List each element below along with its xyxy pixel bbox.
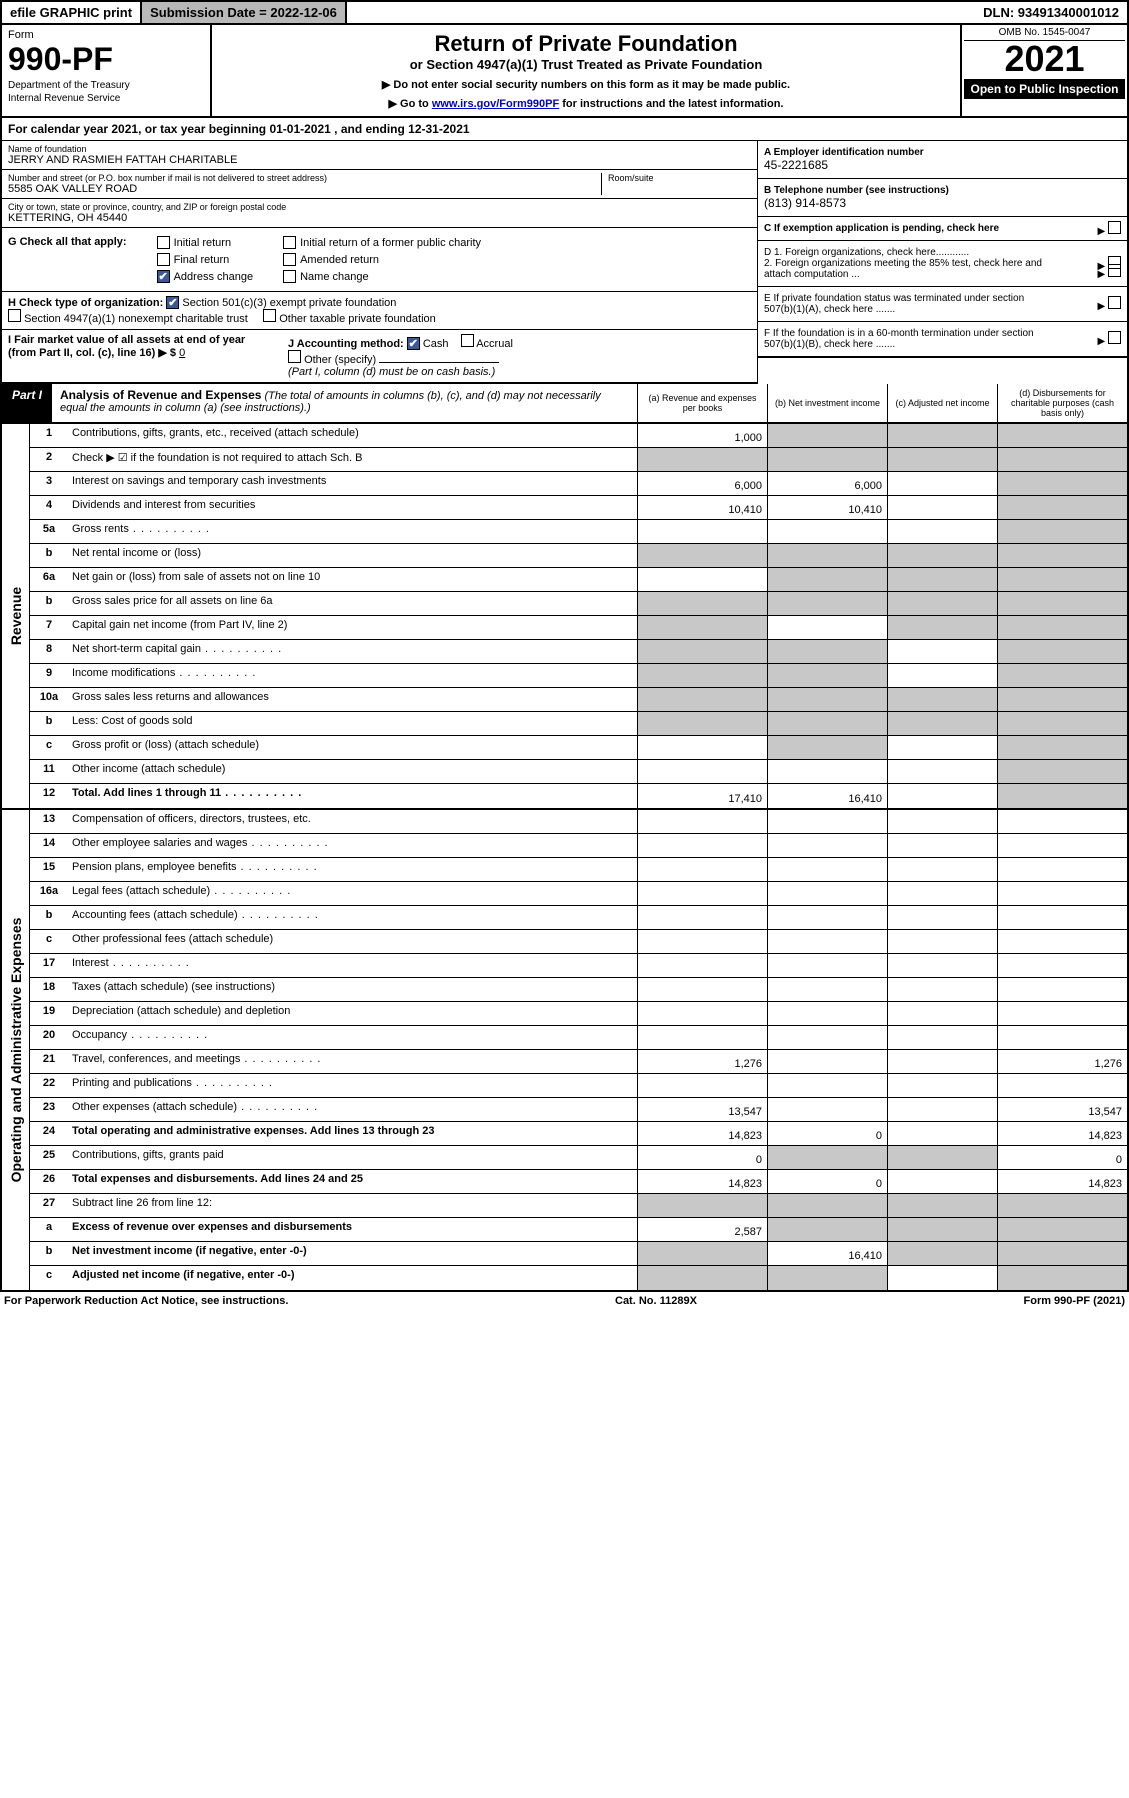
checkbox-cash[interactable]: ✔	[407, 337, 420, 350]
checkbox-f[interactable]	[1108, 331, 1121, 344]
checkbox-other-method[interactable]	[288, 350, 301, 363]
phone-value: (813) 914-8573	[764, 196, 846, 210]
checkbox-name-change[interactable]	[283, 270, 296, 283]
efile-label[interactable]: efile GRAPHIC print	[2, 2, 142, 23]
d2-text: 2. Foreign organizations meeting the 85%…	[764, 258, 1044, 280]
form-subtitle: or Section 4947(a)(1) Trust Treated as P…	[218, 57, 954, 72]
city-state-zip: KETTERING, OH 45440	[8, 212, 751, 224]
inst-link-row: ▶ Go to www.irs.gov/Form990PF for instru…	[218, 97, 954, 110]
form-ref: Form 990-PF (2021)	[1024, 1295, 1125, 1307]
tax-year: 2021	[964, 41, 1125, 77]
irs-link[interactable]: www.irs.gov/Form990PF	[432, 98, 559, 110]
page-footer: For Paperwork Reduction Act Notice, see …	[0, 1292, 1129, 1310]
cat-number: Cat. No. 11289X	[615, 1295, 697, 1307]
addr-label: Number and street (or P.O. box number if…	[8, 173, 601, 183]
checkbox-final[interactable]	[157, 253, 170, 266]
checkbox-initial-former[interactable]	[283, 236, 296, 249]
ein-label: A Employer identification number	[764, 147, 924, 158]
open-public-badge: Open to Public Inspection	[964, 79, 1125, 99]
foundation-name: JERRY AND RASMIEH FATTAH CHARITABLE	[8, 154, 751, 166]
col-d-header: (d) Disbursements for charitable purpose…	[997, 384, 1127, 422]
checkbox-d2[interactable]	[1108, 264, 1121, 277]
ein-value: 45-2221685	[764, 158, 828, 172]
part1-badge: Part I	[2, 384, 52, 422]
calendar-year-row: For calendar year 2021, or tax year begi…	[0, 118, 1129, 141]
checkbox-4947[interactable]	[8, 309, 21, 322]
name-label: Name of foundation	[8, 144, 751, 154]
form-header: Form 990-PF Department of the Treasury I…	[0, 25, 1129, 118]
checkbox-accrual[interactable]	[461, 334, 474, 347]
entity-info: Name of foundation JERRY AND RASMIEH FAT…	[0, 141, 1129, 384]
checkbox-address[interactable]: ✔	[157, 270, 170, 283]
revenue-section: Revenue 1Contributions, gifts, grants, e…	[0, 424, 1129, 810]
top-bar: efile GRAPHIC print Submission Date = 20…	[0, 0, 1129, 25]
expenses-section: Operating and Administrative Expenses 13…	[0, 810, 1129, 1292]
d1-text: D 1. Foreign organizations, check here..…	[764, 247, 969, 258]
checkbox-other-taxable[interactable]	[263, 309, 276, 322]
fmv-value: 0	[179, 347, 185, 359]
checkbox-501c3[interactable]: ✔	[166, 296, 179, 309]
submission-date: Submission Date = 2022-12-06	[142, 2, 347, 23]
inst-ssn: ▶ Do not enter social security numbers o…	[218, 78, 954, 91]
revenue-side-label: Revenue	[8, 587, 24, 645]
section-ij: I Fair market value of all assets at end…	[2, 330, 757, 384]
part1-header: Part I Analysis of Revenue and Expenses …	[0, 384, 1129, 424]
col-a-header: (a) Revenue and expenses per books	[637, 384, 767, 422]
dept-treasury: Department of the Treasury	[8, 80, 204, 91]
section-g: G Check all that apply: Initial return F…	[2, 228, 757, 292]
dln-label: DLN: 93491340001012	[975, 2, 1127, 23]
section-h: H Check type of organization: ✔ Section …	[2, 292, 757, 330]
city-label: City or town, state or province, country…	[8, 202, 751, 212]
phone-label: B Telephone number (see instructions)	[764, 185, 949, 196]
checkbox-amended[interactable]	[283, 253, 296, 266]
form-number: 990-PF	[8, 41, 204, 78]
expenses-side-label: Operating and Administrative Expenses	[8, 918, 24, 1183]
form-title: Return of Private Foundation	[218, 31, 954, 57]
col-b-header: (b) Net investment income	[767, 384, 887, 422]
paperwork-notice: For Paperwork Reduction Act Notice, see …	[4, 1295, 288, 1307]
g-label: G Check all that apply:	[8, 236, 127, 283]
checkbox-initial[interactable]	[157, 236, 170, 249]
e-text: E If private foundation status was termi…	[764, 293, 1044, 315]
irs-label: Internal Revenue Service	[8, 93, 204, 104]
c-label: C If exemption application is pending, c…	[764, 223, 999, 234]
form-word: Form	[8, 29, 204, 41]
col-c-header: (c) Adjusted net income	[887, 384, 997, 422]
checkbox-e[interactable]	[1108, 296, 1121, 309]
f-text: F If the foundation is in a 60-month ter…	[764, 328, 1044, 350]
checkbox-c[interactable]	[1108, 221, 1121, 234]
room-label: Room/suite	[608, 173, 751, 183]
street-address: 5585 OAK VALLEY ROAD	[8, 183, 601, 195]
